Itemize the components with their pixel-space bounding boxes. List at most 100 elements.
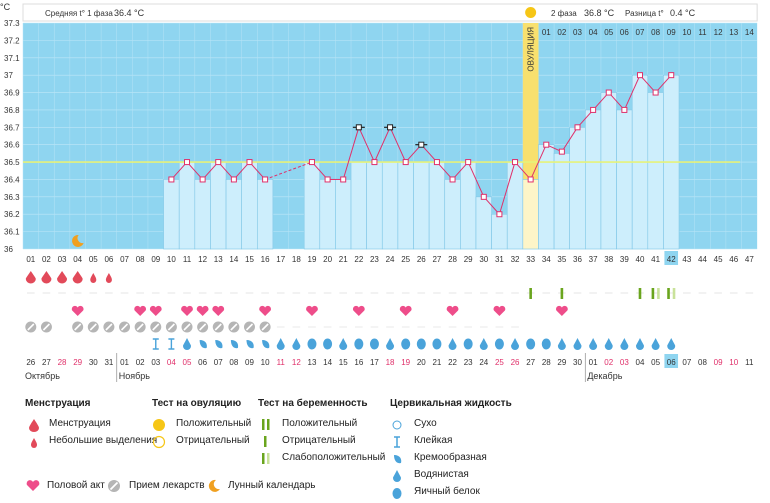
legend-ovulation-title: Тест на овуляцию: [152, 398, 242, 409]
temperature-point: [496, 211, 503, 218]
fluid-egg-icon: [369, 338, 379, 350]
cycle-day-label: 42: [667, 255, 676, 264]
temperature-bar: [506, 161, 524, 250]
heart-icon: [25, 479, 43, 491]
temperature-bar: [163, 179, 180, 250]
cycle-day-label: 22: [354, 255, 363, 264]
cycle-day-label: 37: [589, 255, 598, 264]
temperature-line-segment: [623, 74, 641, 111]
cycle-day-label: 27: [432, 255, 441, 264]
month-label: Декабрь: [587, 371, 622, 381]
legend-fluid-creamy: Кремообразная: [414, 452, 487, 463]
fluid-water-icon: [339, 338, 348, 350]
calendar-date: 07: [214, 358, 223, 367]
temperature-bar: [225, 179, 242, 250]
phase1-value: 36.4 °C: [114, 8, 145, 18]
pill-icon-line: [230, 323, 238, 331]
cycle-day-label: 38: [604, 255, 613, 264]
pregnancy-test-weak: [657, 288, 660, 299]
cycle-day-label: 46: [729, 255, 738, 264]
cycle-day-label: 28: [448, 255, 457, 264]
calendar-date: 30: [89, 358, 98, 367]
cycle-day-label: 21: [339, 255, 348, 264]
temperature-bar: [210, 161, 227, 250]
temperature-bar: [553, 153, 571, 250]
legend-fluid-dry: Сухо: [414, 418, 437, 429]
fluid-water-icon: [183, 338, 192, 350]
pill-icon-line: [42, 323, 50, 331]
fluid-water-icon: [651, 338, 660, 350]
pill-icon-line: [136, 323, 144, 331]
sun-positive-icon: [152, 418, 170, 431]
phase2-day-label: 02: [557, 28, 566, 37]
temperature-bar: [256, 179, 274, 250]
fluid-water-icon: [292, 338, 301, 350]
temperature-line-segment: [358, 127, 375, 163]
drop-light-icon: [90, 273, 97, 283]
temperature-point: [558, 148, 565, 155]
fluid-water-icon: [604, 338, 613, 350]
y-unit-label: °C: [0, 2, 11, 12]
temperature-line-segment: [498, 161, 516, 215]
cycle-day-label: 04: [73, 255, 82, 264]
fluid-water-icon: [386, 338, 395, 350]
legend-light-label: Небольшие выделения: [49, 435, 158, 446]
temperature-point: [184, 159, 191, 166]
phase2-day-label: 10: [682, 28, 691, 37]
legend-fluid-water: Водянистая: [414, 469, 469, 480]
cycle-day-label: 45: [714, 255, 723, 264]
cycle-day-label: 16: [261, 255, 270, 264]
fluid-egg-icon: [494, 338, 504, 350]
cycle-day-label: 36: [573, 255, 582, 264]
current-day-highlight: [664, 251, 679, 265]
cycle-day-label: 33: [526, 255, 535, 264]
cycle-day-label: 39: [620, 255, 629, 264]
phase2-day-label: 13: [729, 28, 738, 37]
fluid-creamy-icon: [230, 340, 239, 349]
y-tick-label: 37.2: [4, 36, 20, 45]
calendar-date: 28: [58, 358, 67, 367]
drop-heavy-icon: [57, 271, 68, 284]
calendar-date: 08: [698, 358, 707, 367]
cycle-day-label: 11: [183, 255, 192, 264]
heart-icon: [259, 305, 271, 316]
legend-preg-weak: Слабоположительный: [282, 452, 386, 463]
y-tick-label: 36.6: [4, 141, 20, 150]
cycle-day-label: 02: [42, 255, 51, 264]
fluid-egg-icon: [416, 338, 426, 350]
temperature-point: [230, 176, 237, 183]
heart-icon: [556, 305, 568, 316]
phase2-day-label: 11: [698, 28, 707, 37]
calendar-date: 07: [682, 358, 691, 367]
cycle-day-label: 29: [464, 255, 473, 264]
phase2-day-label: 14: [745, 28, 754, 37]
cycle-day-label: 40: [636, 255, 645, 264]
fluid-creamy-icon: [390, 452, 408, 464]
pregnancy-test-weak: [651, 288, 655, 299]
calendar-date: 02: [136, 358, 145, 367]
calendar-date: 29: [73, 358, 82, 367]
y-tick-label: 36.1: [4, 228, 20, 237]
fluid-egg-icon: [354, 338, 364, 350]
calendar-date: 24: [479, 358, 488, 367]
heart-icon: [196, 305, 209, 316]
cycle-day-label: 18: [292, 255, 301, 264]
cycle-day-label: 09: [151, 255, 160, 264]
diff-label: Разница t°: [625, 9, 664, 18]
legend-medication-label: Прием лекарств: [129, 480, 205, 491]
temperature-bar: [444, 179, 461, 250]
fluid-egg-icon: [390, 486, 408, 499]
cycle-day-label: 20: [323, 255, 332, 264]
legend-ovulation-test: Тест на овуляцию Положительный Отрицател…: [152, 398, 251, 449]
calendar-date: 06: [198, 358, 207, 367]
moon-icon: [206, 479, 224, 492]
legend-ovu-positive: Положительный: [176, 418, 252, 429]
calendar-date: 22: [448, 358, 457, 367]
legend-fluid-title: Цервикальная жидкость: [390, 398, 512, 409]
fluid-dry-icon: [390, 418, 408, 430]
temperature-point: [262, 176, 269, 183]
y-tick-label: 36.8: [4, 106, 20, 115]
temperature-bar: [569, 127, 586, 250]
calendar-date: 04: [167, 358, 176, 367]
y-tick-label: 36.5: [4, 158, 20, 167]
